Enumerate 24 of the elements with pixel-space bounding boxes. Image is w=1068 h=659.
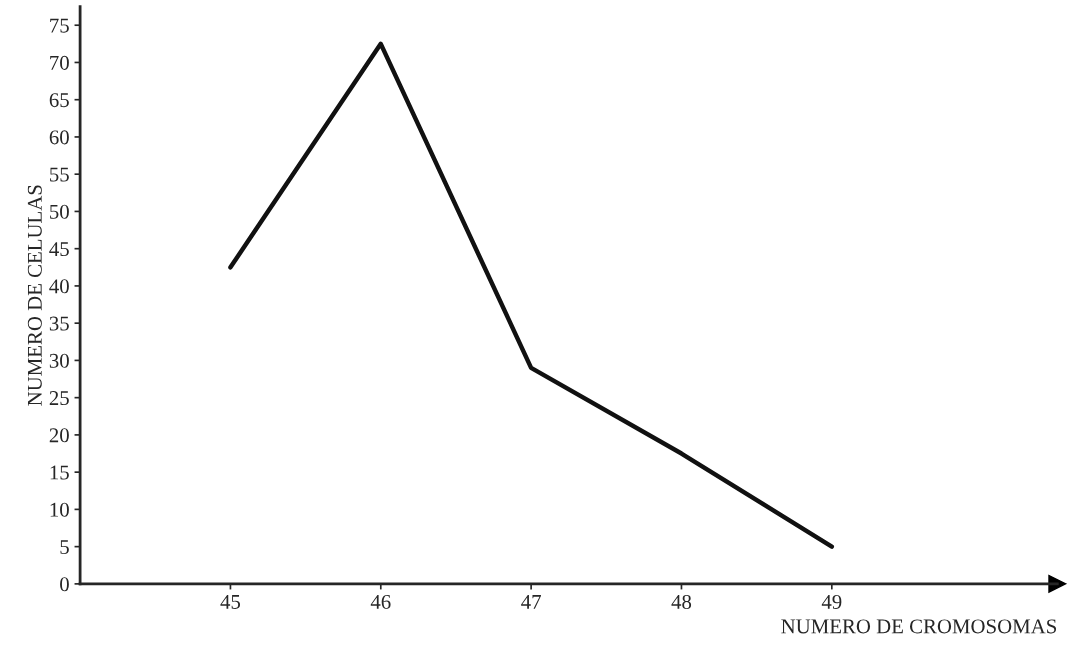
y-tick-label: 10 bbox=[50, 502, 69, 517]
y-tick-label: 75 bbox=[50, 18, 69, 33]
x-tick-label: 47 bbox=[521, 595, 541, 609]
y-tick-label: 40 bbox=[49, 279, 69, 294]
y-tick-label: 30 bbox=[49, 353, 69, 368]
y-tick-label: 35 bbox=[49, 316, 69, 331]
x-tick-label: 49 bbox=[821, 594, 842, 609]
y-tick-label: 70 bbox=[50, 55, 69, 70]
y-tick-label: 65 bbox=[49, 93, 69, 108]
line-series bbox=[228, 41, 835, 549]
y-tick-label: 45 bbox=[49, 242, 69, 257]
y-tick-label: 15 bbox=[50, 465, 69, 480]
y-tick-label: 55 bbox=[50, 167, 69, 182]
y-tick-label: 5 bbox=[60, 540, 69, 555]
x-tick-label: 48 bbox=[671, 594, 692, 609]
y-axis-title: NUMERO DE CELULAS bbox=[27, 185, 42, 406]
y-tick-label: 50 bbox=[50, 204, 69, 219]
x-axis-title: NUMERO DE CROMOSOMAS bbox=[781, 619, 1057, 634]
y-tick-label: 25 bbox=[49, 391, 69, 406]
y-tick-label: 20 bbox=[49, 428, 69, 443]
y-tick-label: 0 bbox=[60, 577, 69, 592]
x-tick-label: 45 bbox=[220, 595, 241, 609]
x-tick-label: 46 bbox=[370, 594, 391, 609]
y-tick-label: 60 bbox=[49, 130, 69, 145]
